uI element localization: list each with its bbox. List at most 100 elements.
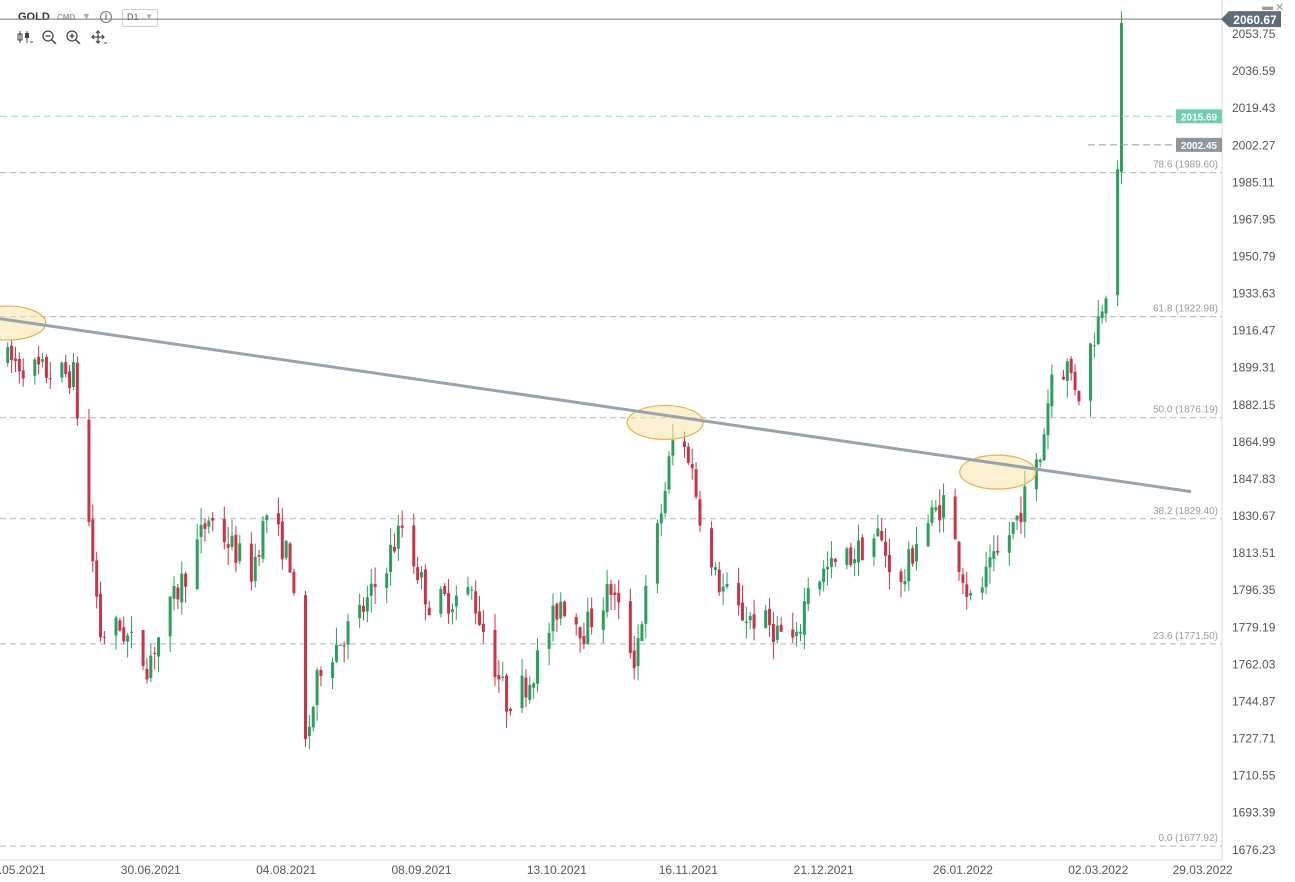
candle-body	[957, 541, 961, 572]
candle-body	[311, 706, 315, 728]
candle-body	[64, 362, 68, 375]
fib-label: 50.0 (1876.19)	[1153, 405, 1218, 416]
candle-body	[33, 359, 37, 376]
candle-body	[686, 446, 690, 463]
candle-body	[907, 549, 911, 582]
candle-body	[474, 591, 478, 614]
candle-body	[478, 611, 482, 626]
close-button[interactable]: ✕	[1275, 2, 1285, 14]
chart-toolbar: GOLD CMD ▼ i D1 ▼ ▬ ✕	[0, 0, 1295, 50]
last-level-tag-bg	[1176, 137, 1222, 152]
fib-label: 61.8 (1922.98)	[1153, 304, 1218, 315]
candle-body	[427, 607, 431, 616]
candle-body	[75, 362, 79, 419]
candle-body	[44, 356, 48, 378]
candle-body	[694, 469, 698, 497]
candle-body	[721, 586, 725, 592]
price-tags: 2060.67 2015.69 2002.45	[1176, 11, 1281, 152]
candle-body	[980, 587, 984, 593]
chevron-down-icon: ▼	[145, 12, 153, 21]
candle-body	[129, 631, 133, 633]
candle-body	[331, 662, 335, 679]
candle-body	[992, 551, 996, 559]
candle-body	[903, 581, 907, 585]
pan-icon[interactable]	[91, 30, 107, 49]
candle-body	[574, 617, 578, 625]
candle-body	[253, 556, 257, 582]
candle-body	[764, 610, 768, 629]
candle-body	[288, 543, 292, 573]
candle-body	[547, 632, 551, 649]
candle-body	[655, 523, 659, 584]
candle-body	[41, 359, 45, 362]
candle-body	[1038, 459, 1042, 463]
candle-body	[1119, 23, 1123, 172]
candle-body	[667, 456, 671, 490]
symbol-dropdown-icon[interactable]: ▼	[82, 11, 91, 21]
zoom-in-icon[interactable]	[66, 30, 82, 47]
symbol-label[interactable]: GOLD	[18, 11, 50, 23]
x-tick-label: 26.01.2022	[933, 863, 993, 877]
candle-body	[392, 546, 396, 552]
candle-body	[798, 631, 802, 634]
source-label: CMD	[57, 13, 76, 22]
candle-body	[524, 677, 528, 698]
candle-body	[157, 637, 161, 657]
fib-label: 0.0 (1677.92)	[1159, 833, 1219, 844]
x-tick-label: 13.10.2021	[527, 863, 587, 877]
zoom-out-icon[interactable]	[42, 30, 58, 47]
candle-body	[926, 523, 930, 547]
y-tick-label: 1693.39	[1232, 806, 1276, 820]
candle-body	[551, 605, 555, 632]
candle-body	[122, 627, 126, 642]
y-tick-label: 1916.47	[1232, 324, 1276, 338]
candle-body	[601, 610, 605, 631]
minimize-button[interactable]: ▬	[1262, 1, 1273, 13]
fib-label: 23.6 (1771.50)	[1153, 631, 1218, 642]
candle-body	[203, 523, 207, 530]
candle-body	[609, 584, 613, 595]
candle-body	[501, 676, 505, 678]
candle-body	[1034, 459, 1038, 490]
y-tick-label: 2019.43	[1232, 101, 1276, 115]
candle-body	[528, 684, 532, 700]
candle-body	[617, 592, 621, 603]
target-level-tag-bg	[1176, 109, 1222, 124]
candle-body	[1077, 390, 1081, 402]
timeframe-value: D1	[127, 12, 139, 22]
fib-levels: 78.6 (1989.60) 61.8 (1922.98) 50.0 (1876.1…	[0, 160, 1222, 847]
candle-body	[211, 518, 215, 521]
candle-body	[899, 571, 903, 583]
candle-body	[520, 675, 524, 709]
candle-body	[1104, 298, 1108, 314]
y-tick-label: 1796.35	[1232, 583, 1276, 597]
candle-body	[443, 586, 447, 594]
candle-body	[559, 601, 563, 619]
timeframe-select[interactable]: D1 ▼	[122, 9, 158, 27]
candle-body	[234, 534, 238, 563]
candle-body	[605, 583, 609, 613]
candle-body	[1015, 515, 1019, 521]
y-tick-label: 2053.75	[1232, 27, 1276, 41]
candle-body	[508, 708, 512, 711]
candle-body	[845, 548, 849, 566]
candle-body	[385, 573, 389, 588]
candle-body	[276, 513, 280, 525]
candle-body	[737, 583, 741, 606]
candle-body	[10, 345, 14, 361]
candle-body	[48, 378, 52, 380]
y-tick-label: 1813.51	[1232, 546, 1276, 560]
target-level-tag: 2015.69	[1181, 112, 1218, 123]
info-icon[interactable]: i	[100, 11, 112, 23]
y-tick-label: 1779.19	[1232, 620, 1276, 634]
candle-body	[304, 595, 307, 740]
candle-body	[454, 595, 458, 607]
y-tick-label: 1762.03	[1232, 657, 1276, 671]
candle-body	[942, 495, 946, 518]
candle-body	[717, 569, 721, 593]
candle-body	[21, 370, 25, 379]
price-axis: 2053.75 2036.59 2019.43 2002.27 1985.11 1967.…	[1221, 0, 1276, 860]
candles-icon[interactable]	[17, 30, 33, 47]
highlight-ellipses	[0, 305, 1037, 490]
